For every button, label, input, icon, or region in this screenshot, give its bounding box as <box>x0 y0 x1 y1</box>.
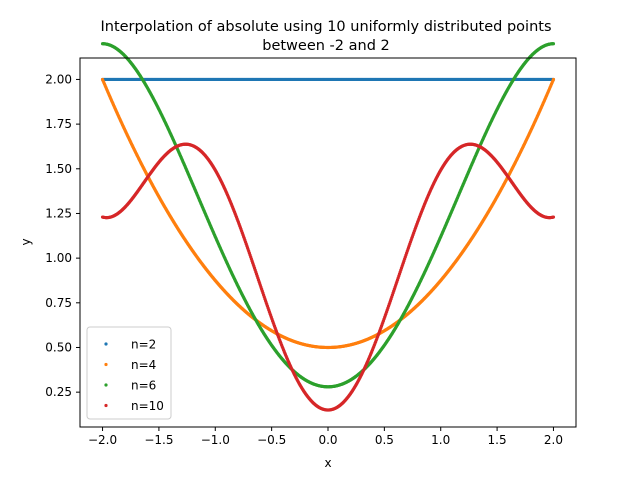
x-tick-label: −1.5 <box>144 433 173 447</box>
x-tick-label: 0.0 <box>318 433 337 447</box>
series-n4 <box>100 77 556 350</box>
legend: n=2 n=4 n=6 n=10 <box>86 326 172 420</box>
data-point <box>551 215 556 219</box>
y-tick-label: 1.50 <box>45 162 72 176</box>
data-point <box>551 77 556 82</box>
x-axis-label: x <box>324 456 331 470</box>
x-axis-ticks: −2.0 −1.5 −1.0 −0.5 0.0 0.5 1.0 1.5 2.0 <box>88 427 563 447</box>
series-n10 <box>100 142 556 412</box>
chart-title-line2: between -2 and 2 <box>262 38 390 54</box>
legend-marker <box>104 403 108 408</box>
legend-label: n=4 <box>131 358 156 372</box>
legend-label: n=2 <box>131 338 156 352</box>
y-axis-ticks: 0.25 0.50 0.75 1.00 1.25 1.50 1.75 2.00 <box>45 72 80 399</box>
legend-marker <box>104 383 108 387</box>
data-series-layer <box>100 42 556 412</box>
legend-marker <box>104 342 108 346</box>
legend-label: n=10 <box>131 399 164 413</box>
y-tick-label: 2.00 <box>45 72 72 86</box>
y-tick-label: 1.75 <box>45 117 72 131</box>
y-tick-label: 0.75 <box>45 296 72 310</box>
x-tick-label: 2.0 <box>544 433 563 447</box>
y-tick-label: 1.00 <box>45 251 72 265</box>
x-tick-label: 1.0 <box>431 433 450 447</box>
y-axis-label: y <box>19 238 33 245</box>
y-tick-label: 0.25 <box>45 385 72 399</box>
y-tick-label: 1.25 <box>45 206 72 220</box>
x-tick-label: −1.0 <box>201 433 230 447</box>
legend-label: n=6 <box>131 379 156 393</box>
data-point <box>551 42 556 46</box>
x-tick-label: −2.0 <box>88 433 117 447</box>
x-tick-label: 1.5 <box>488 433 507 447</box>
x-tick-label: 0.5 <box>375 433 394 447</box>
series-n2 <box>100 77 556 82</box>
series-n6 <box>100 42 556 389</box>
y-tick-label: 0.50 <box>45 340 72 354</box>
legend-marker <box>104 362 108 367</box>
x-tick-label: −0.5 <box>257 433 286 447</box>
legend-box <box>86 326 172 420</box>
chart-title-line1: Interpolation of absolute using 10 unifo… <box>100 19 551 35</box>
